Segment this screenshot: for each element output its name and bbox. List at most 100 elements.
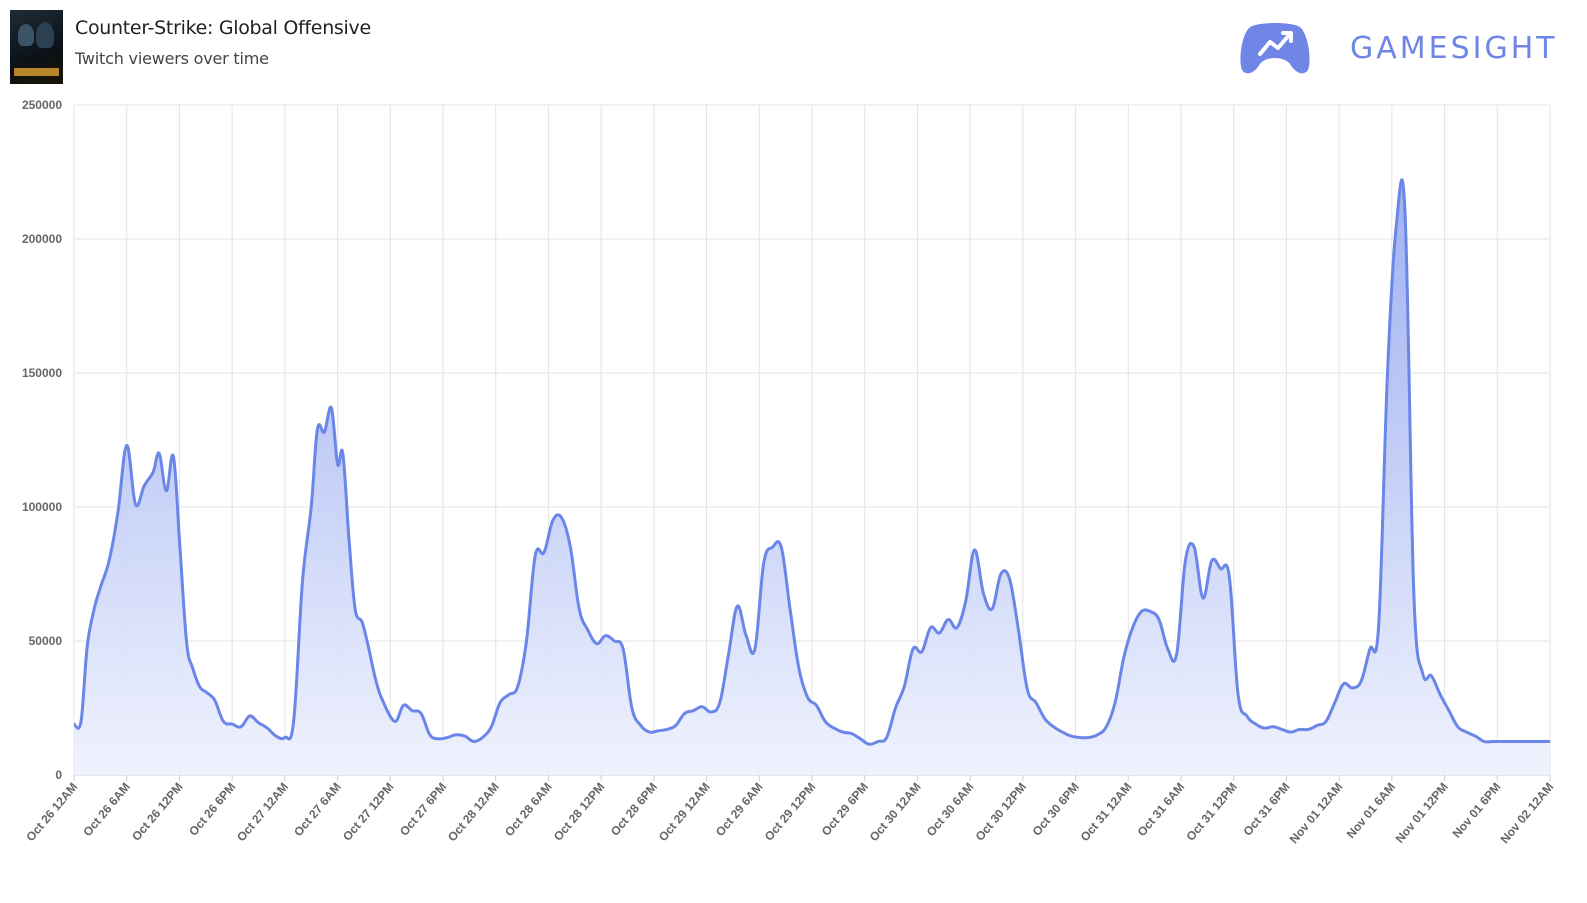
- x-tick-label: Oct 31 6AM: [1135, 780, 1188, 839]
- data-point: [310, 506, 312, 508]
- data-point: [1492, 740, 1494, 742]
- data-point: [249, 715, 251, 717]
- data-point: [1378, 624, 1380, 626]
- data-point: [1149, 610, 1151, 612]
- data-point: [402, 704, 404, 706]
- data-point: [143, 484, 145, 486]
- data-point: [99, 586, 101, 588]
- data-point: [411, 710, 413, 712]
- gamesight-logo: GAMESIGHT: [1238, 20, 1558, 80]
- data-point: [222, 720, 224, 722]
- data-point: [172, 455, 174, 457]
- data-point: [316, 428, 318, 430]
- x-tick-label: Oct 30 12PM: [973, 780, 1030, 844]
- data-point: [1009, 578, 1011, 580]
- data-point: [543, 551, 545, 553]
- data-point: [1158, 618, 1160, 620]
- chart-subtitle: Twitch viewers over time: [75, 49, 269, 68]
- data-point: [1255, 723, 1257, 725]
- data-point: [437, 738, 439, 740]
- data-point: [446, 736, 448, 738]
- data-point: [1219, 567, 1221, 569]
- x-tick-label: Oct 30 12AM: [867, 780, 924, 844]
- data-point: [517, 685, 519, 687]
- data-point: [490, 726, 492, 728]
- data-point: [1105, 726, 1107, 728]
- data-point: [1518, 740, 1520, 742]
- data-point: [613, 640, 615, 642]
- data-point: [134, 503, 136, 505]
- data-point: [1070, 735, 1072, 737]
- data-point: [754, 648, 756, 650]
- data-point: [1246, 715, 1248, 717]
- data-point: [394, 720, 396, 722]
- data-point: [1044, 718, 1046, 720]
- y-tick-label: 250000: [22, 98, 62, 112]
- x-tick-label: Oct 28 6AM: [502, 780, 555, 839]
- y-tick-label: 100000: [22, 500, 62, 514]
- x-tick-label: Oct 29 6AM: [713, 780, 766, 839]
- data-point: [1465, 731, 1467, 733]
- data-point: [604, 634, 606, 636]
- data-point: [1228, 576, 1230, 578]
- data-point: [1404, 211, 1406, 213]
- data-point: [1544, 740, 1546, 742]
- y-tick-label: 0: [55, 768, 62, 782]
- data-point: [982, 592, 984, 594]
- x-tick-label: Nov 01 12AM: [1287, 780, 1346, 846]
- data-point: [1123, 656, 1125, 658]
- data-point: [1167, 648, 1169, 650]
- data-point: [701, 706, 703, 708]
- data-point: [1202, 597, 1204, 599]
- data-point: [1501, 740, 1503, 742]
- data-point: [929, 626, 931, 628]
- data-point: [1132, 626, 1134, 628]
- data-point: [850, 732, 852, 734]
- data-point: [1175, 653, 1177, 655]
- data-point: [185, 640, 187, 642]
- data-point: [354, 608, 356, 610]
- x-tick-label: Nov 01 6PM: [1450, 780, 1504, 841]
- data-point: [1474, 735, 1476, 737]
- data-point: [683, 712, 685, 714]
- data-point: [508, 693, 510, 695]
- data-point: [1000, 573, 1002, 575]
- data-point: [868, 743, 870, 745]
- data-point: [736, 605, 738, 607]
- data-point: [117, 511, 119, 513]
- data-point: [525, 640, 527, 642]
- data-point: [1263, 727, 1265, 729]
- y-tick-label: 200000: [22, 232, 62, 246]
- x-tick-label: Oct 26 12AM: [23, 780, 80, 844]
- data-point: [1298, 728, 1300, 730]
- x-tick-label: Oct 28 12AM: [445, 780, 502, 844]
- data-point: [1272, 726, 1274, 728]
- data-point: [1281, 728, 1283, 730]
- data-point: [1369, 648, 1371, 650]
- data-point: [73, 723, 75, 725]
- data-point: [348, 538, 350, 540]
- data-point: [859, 738, 861, 740]
- data-point: [1413, 592, 1415, 594]
- data-point: [275, 735, 277, 737]
- data-point: [710, 711, 712, 713]
- data-point: [1457, 726, 1459, 728]
- data-point: [1088, 736, 1090, 738]
- data-point: [947, 618, 949, 620]
- data-point: [921, 651, 923, 653]
- data-point: [833, 727, 835, 729]
- brand-name: GAMESIGHT: [1350, 31, 1558, 66]
- x-tick-label: Nov 02 12AM: [1498, 780, 1557, 846]
- data-point: [1026, 688, 1028, 690]
- data-point: [336, 463, 338, 465]
- data-point: [1549, 740, 1551, 742]
- x-tick-label: Oct 28 12PM: [551, 780, 608, 844]
- data-point: [1483, 740, 1485, 742]
- data-point: [191, 667, 193, 669]
- data-point: [1052, 726, 1054, 728]
- x-tick-label: Oct 29 6PM: [819, 780, 871, 839]
- data-point: [266, 727, 268, 729]
- data-point: [464, 735, 466, 737]
- data-point: [745, 634, 747, 636]
- data-point: [374, 677, 376, 679]
